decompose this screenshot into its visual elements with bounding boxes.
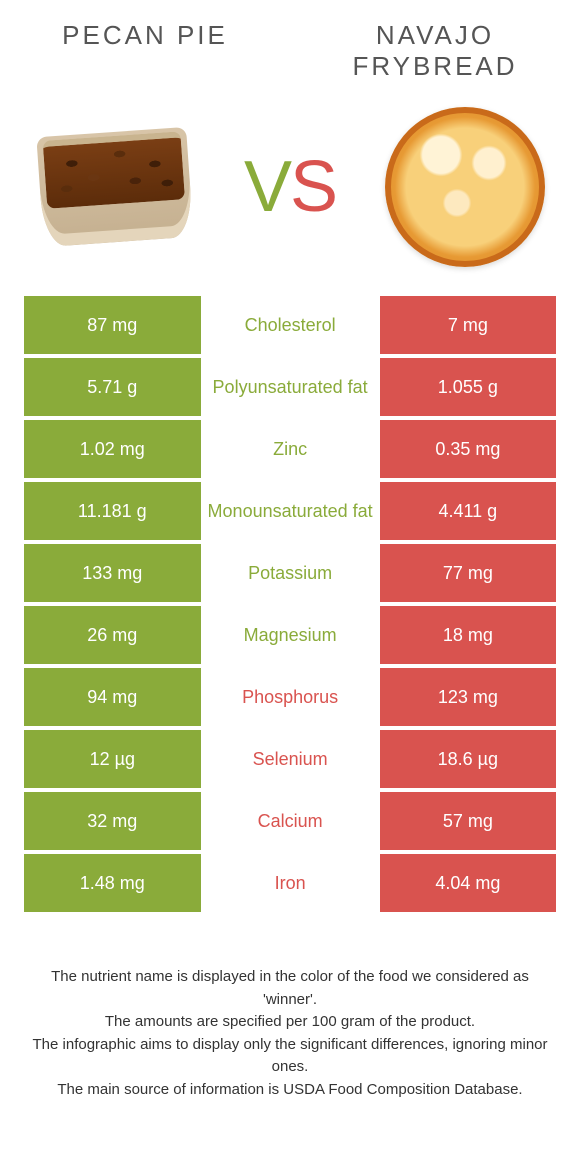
footer-line: The infographic aims to display only the… — [30, 1034, 550, 1079]
header: Pecan pie Navajo frybread — [0, 0, 580, 92]
left-value: 12 µg — [24, 730, 201, 788]
nutrient-label: Calcium — [205, 792, 376, 850]
left-value: 1.02 mg — [24, 420, 201, 478]
right-value: 57 mg — [380, 792, 556, 850]
images-row: VS — [0, 92, 580, 292]
right-value: 1.055 g — [380, 358, 556, 416]
right-food-title: Navajo frybread — [320, 20, 550, 82]
left-value: 87 mg — [24, 296, 201, 354]
left-value: 5.71 g — [24, 358, 201, 416]
table-row: 133 mgPotassium77 mg — [24, 544, 556, 602]
right-value: 123 mg — [380, 668, 556, 726]
pecan-pie-image — [30, 102, 200, 272]
left-value: 94 mg — [24, 668, 201, 726]
right-value: 0.35 mg — [380, 420, 556, 478]
vs-label: VS — [244, 146, 336, 228]
table-row: 11.181 gMonounsaturated fat4.411 g — [24, 482, 556, 540]
right-value: 18 mg — [380, 606, 556, 664]
footer-notes: The nutrient name is displayed in the co… — [30, 966, 550, 1101]
left-value: 133 mg — [24, 544, 201, 602]
vs-s: S — [290, 147, 336, 227]
left-value: 32 mg — [24, 792, 201, 850]
table-row: 26 mgMagnesium18 mg — [24, 606, 556, 664]
right-value: 4.04 mg — [380, 854, 556, 912]
nutrient-label: Zinc — [205, 420, 376, 478]
footer-line: The amounts are specified per 100 gram o… — [30, 1011, 550, 1034]
table-row: 87 mgCholesterol7 mg — [24, 296, 556, 354]
nutrient-label: Monounsaturated fat — [205, 482, 376, 540]
nutrient-label: Polyunsaturated fat — [205, 358, 376, 416]
left-value: 26 mg — [24, 606, 201, 664]
left-food-title: Pecan pie — [30, 20, 260, 51]
table-row: 32 mgCalcium57 mg — [24, 792, 556, 850]
nutrient-label: Selenium — [205, 730, 376, 788]
left-value: 1.48 mg — [24, 854, 201, 912]
right-value: 4.411 g — [380, 482, 556, 540]
right-value: 18.6 µg — [380, 730, 556, 788]
table-row: 94 mgPhosphorus123 mg — [24, 668, 556, 726]
nutrient-label: Phosphorus — [205, 668, 376, 726]
nutrient-table: 87 mgCholesterol7 mg5.71 gPolyunsaturate… — [20, 292, 560, 916]
footer-line: The main source of information is USDA F… — [30, 1079, 550, 1102]
table-row: 12 µgSelenium18.6 µg — [24, 730, 556, 788]
right-value: 7 mg — [380, 296, 556, 354]
nutrient-label: Potassium — [205, 544, 376, 602]
table-row: 5.71 gPolyunsaturated fat1.055 g — [24, 358, 556, 416]
right-value: 77 mg — [380, 544, 556, 602]
nutrient-label: Cholesterol — [205, 296, 376, 354]
footer-line: The nutrient name is displayed in the co… — [30, 966, 550, 1011]
nutrient-tbody: 87 mgCholesterol7 mg5.71 gPolyunsaturate… — [24, 296, 556, 912]
table-row: 1.48 mgIron4.04 mg — [24, 854, 556, 912]
left-value: 11.181 g — [24, 482, 201, 540]
frybread-image — [380, 102, 550, 272]
table-row: 1.02 mgZinc0.35 mg — [24, 420, 556, 478]
vs-v: V — [244, 147, 290, 227]
nutrient-label: Magnesium — [205, 606, 376, 664]
nutrient-label: Iron — [205, 854, 376, 912]
